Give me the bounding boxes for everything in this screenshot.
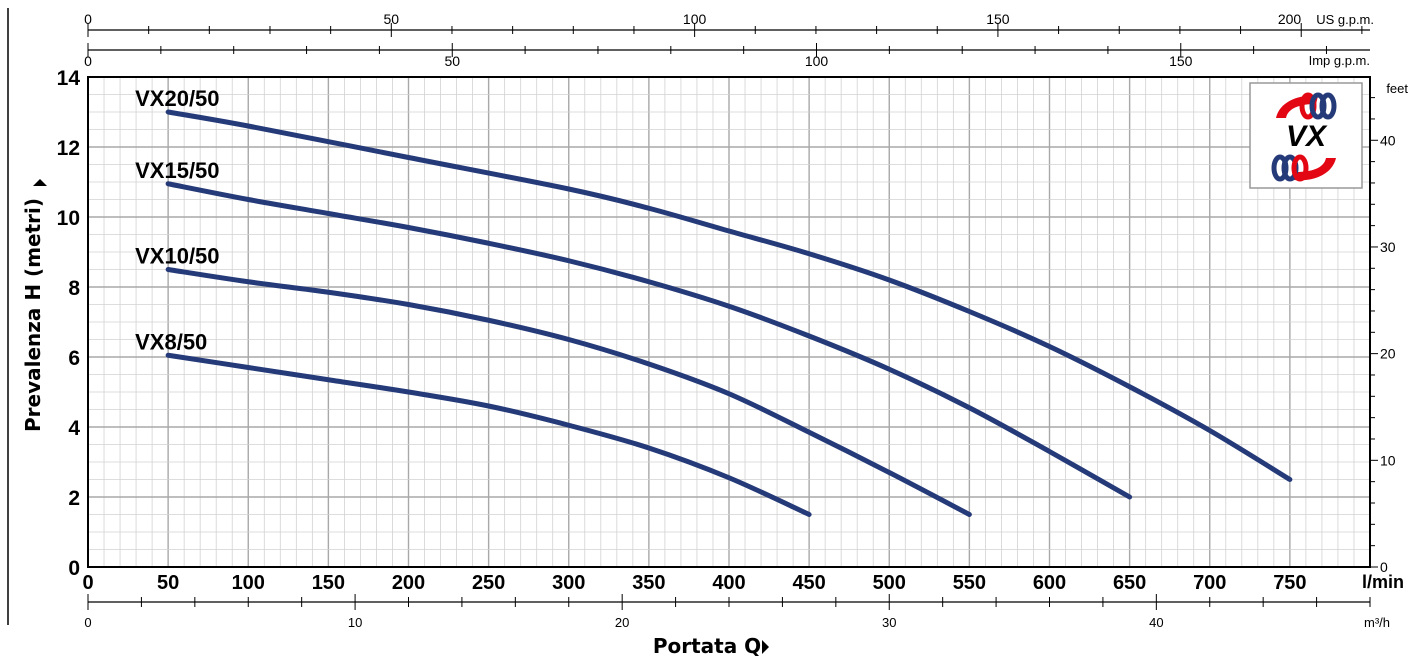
y-axis-feet: 0 10 20 30 40 feet: [1370, 81, 1408, 575]
y-axis-label: Prevalenza H (metri): [21, 198, 45, 432]
us-gpm-tick-label: 100: [683, 11, 707, 27]
x-unit-label: l/min: [1362, 572, 1404, 592]
m3h-tick-label: 20: [615, 615, 629, 630]
series-line-vx20-50: [165, 109, 1293, 482]
imp-gpm-tick-label: 150: [1169, 53, 1193, 69]
logo-red-stroke: [1276, 95, 1318, 118]
us-gpm-unit-label: US g.p.m.: [1316, 12, 1374, 27]
series-line-vx10-50: [165, 267, 972, 517]
y-tick-label: 8: [68, 277, 80, 300]
feet-unit-label: feet: [1386, 81, 1408, 96]
x-axis-label: Portata Q: [653, 634, 761, 658]
feet-tick-label: 40: [1380, 132, 1396, 148]
x-tick-label: 250: [472, 572, 505, 594]
m3h-tick-label: 40: [1149, 615, 1163, 630]
x-tick-label: 600: [1033, 572, 1066, 594]
series-label: VX10/50: [135, 244, 219, 269]
performance-curves: VX20/50 VX15/50 VX10/50 VX8/50: [135, 86, 1293, 517]
x-tick-label: 300: [552, 572, 585, 594]
x-tick-label: 650: [1113, 572, 1146, 594]
imp-gpm-tick-label: 50: [444, 53, 460, 69]
logo-ring: [1291, 154, 1309, 182]
y-axis-arrow-icon: [33, 179, 47, 186]
x-tick-label: 50: [157, 572, 179, 594]
chart-grid: [87, 76, 1371, 568]
x-tick-label: 550: [953, 572, 986, 594]
x-tick-label: 750: [1273, 572, 1306, 594]
m3h-tick-label: 30: [882, 615, 896, 630]
x-axis-title: Portata Q: [653, 634, 769, 658]
imp-gpm-tick-label: 100: [805, 53, 829, 69]
y-axis-title: Prevalenza H (metri): [21, 179, 47, 432]
logo-ring: [1319, 92, 1337, 120]
x-tick-label: 400: [712, 572, 745, 594]
x-axis-arrow-icon: [762, 640, 769, 654]
y-axis-metri: 0 2 4 6 8 10 12 14: [57, 67, 81, 580]
series-label: VX8/50: [135, 329, 207, 354]
x-tick-label: 200: [392, 572, 425, 594]
y-tick-label: 12: [57, 137, 80, 160]
y-tick-label: 10: [57, 207, 80, 230]
us-gpm-tick-label: 150: [986, 11, 1010, 27]
top-secondary-axes: 0 50 100 150 200 US g.p.m. 0 50 100 150 Imp g.p.m.: [84, 11, 1374, 69]
imp-gpm-unit-label: Imp g.p.m.: [1309, 53, 1370, 68]
plot-frame: [87, 76, 1371, 568]
series-line-vx15-50: [165, 181, 1133, 500]
x-tick-label: 100: [232, 572, 265, 594]
x-tick-label: 150: [312, 572, 345, 594]
y-tick-label: 14: [57, 67, 81, 90]
series-line-vx8-50: [165, 352, 812, 517]
m3h-tick-label: 10: [348, 615, 362, 630]
x-tick-label: 500: [873, 572, 906, 594]
imp-gpm-tick-label: 0: [84, 53, 92, 69]
logo-bottom-swirl-icon: [1271, 154, 1336, 182]
y-tick-label: 0: [68, 557, 80, 580]
x-tick-label: 350: [632, 572, 665, 594]
logo-text: VX: [1286, 120, 1328, 153]
feet-tick-label: 20: [1380, 346, 1396, 362]
y-tick-label: 4: [68, 417, 80, 440]
feet-tick-label: 0: [1380, 559, 1388, 575]
x-tick-label: 0: [82, 572, 93, 594]
vx-logo: VX: [1249, 82, 1363, 189]
feet-tick-label: 30: [1380, 239, 1396, 255]
logo-top-swirl-icon: [1276, 92, 1337, 120]
us-gpm-tick-label: 50: [384, 11, 400, 27]
feet-tick-label: 10: [1380, 452, 1396, 468]
us-gpm-tick-label: 0: [84, 11, 92, 27]
m3h-tick-label: 0: [84, 615, 91, 630]
y-tick-label: 2: [68, 487, 80, 510]
series-label: VX15/50: [135, 158, 219, 183]
x-tick-label: 450: [792, 572, 825, 594]
bottom-axes: 0 50 100 150 200 250 300 350 400 450 500 550 600 650 7…: [82, 572, 1404, 630]
y-tick-label: 6: [68, 347, 80, 370]
m3h-unit-label: m³/h: [1364, 615, 1390, 630]
series-label: VX20/50: [135, 86, 219, 111]
us-gpm-tick-label: 200: [1278, 11, 1302, 27]
x-tick-label: 700: [1193, 572, 1226, 594]
